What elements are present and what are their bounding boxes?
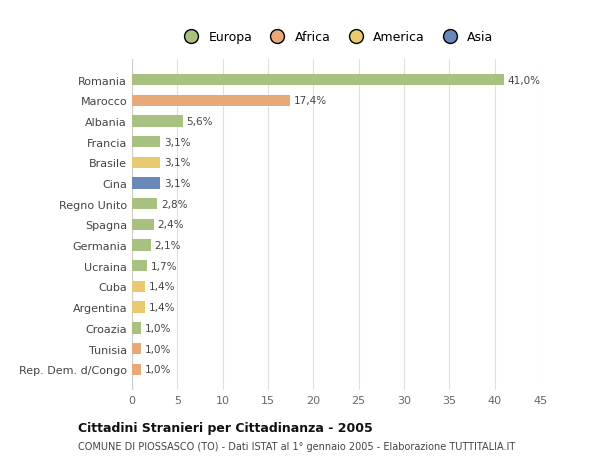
Bar — [132, 364, 141, 375]
Bar — [132, 281, 145, 292]
Legend: Europa, Africa, America, Asia: Europa, Africa, America, Asia — [173, 26, 499, 49]
Text: 3,1%: 3,1% — [164, 158, 190, 168]
Text: 17,4%: 17,4% — [293, 96, 326, 106]
Bar — [132, 199, 157, 210]
Bar — [132, 116, 183, 127]
Text: 1,0%: 1,0% — [145, 323, 171, 333]
Text: 1,4%: 1,4% — [148, 282, 175, 292]
Text: 5,6%: 5,6% — [187, 117, 213, 127]
Text: 3,1%: 3,1% — [164, 179, 190, 189]
Bar — [132, 261, 148, 272]
Text: 2,1%: 2,1% — [155, 241, 181, 251]
Text: 3,1%: 3,1% — [164, 137, 190, 147]
Bar — [132, 323, 141, 334]
Text: 2,8%: 2,8% — [161, 199, 188, 209]
Text: 1,4%: 1,4% — [148, 302, 175, 313]
Text: 41,0%: 41,0% — [508, 75, 541, 85]
Text: Cittadini Stranieri per Cittadinanza - 2005: Cittadini Stranieri per Cittadinanza - 2… — [78, 421, 373, 434]
Bar — [132, 137, 160, 148]
Bar — [132, 240, 151, 251]
Text: 1,7%: 1,7% — [151, 261, 178, 271]
Bar — [132, 95, 290, 106]
Bar — [132, 75, 504, 86]
Text: COMUNE DI PIOSSASCO (TO) - Dati ISTAT al 1° gennaio 2005 - Elaborazione TUTTITAL: COMUNE DI PIOSSASCO (TO) - Dati ISTAT al… — [78, 441, 515, 451]
Bar — [132, 178, 160, 189]
Text: 1,0%: 1,0% — [145, 364, 171, 375]
Text: 1,0%: 1,0% — [145, 344, 171, 354]
Bar — [132, 157, 160, 168]
Bar — [132, 219, 154, 230]
Text: 2,4%: 2,4% — [157, 220, 184, 230]
Bar — [132, 302, 145, 313]
Bar — [132, 343, 141, 354]
